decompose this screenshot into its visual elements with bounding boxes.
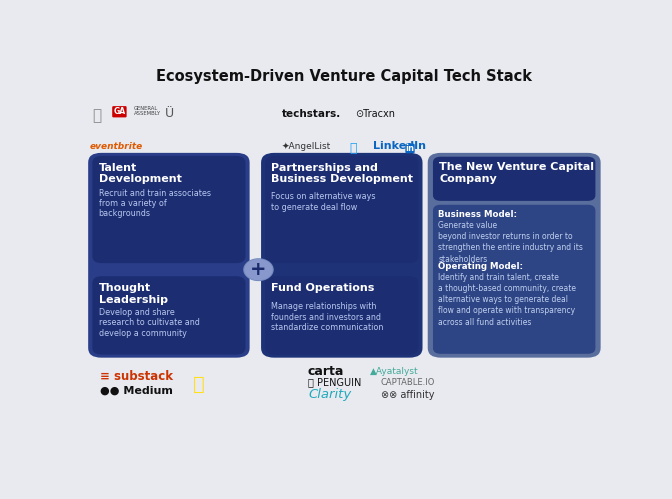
Text: Talent
Development: Talent Development <box>99 163 181 185</box>
Text: Operating Model:: Operating Model: <box>438 262 523 271</box>
Text: The New Venture Capital
Company: The New Venture Capital Company <box>439 163 594 184</box>
Text: ⬜: ⬜ <box>93 108 101 123</box>
Text: 𝒻 PENGUIN: 𝒻 PENGUIN <box>308 378 362 388</box>
Text: carta: carta <box>308 365 344 378</box>
FancyBboxPatch shape <box>92 276 245 355</box>
Text: ✦AngelList: ✦AngelList <box>282 142 331 151</box>
Text: LinkedIn: LinkedIn <box>373 141 426 151</box>
Text: Ü: Ü <box>165 107 175 120</box>
Text: Develop and share
research to cultivate and
develop a community: Develop and share research to cultivate … <box>99 308 200 337</box>
Circle shape <box>245 259 272 279</box>
Text: ▲Ayatalyst: ▲Ayatalyst <box>370 367 419 376</box>
FancyBboxPatch shape <box>428 153 601 358</box>
FancyBboxPatch shape <box>433 205 595 354</box>
Text: Recruit and train associates
from a variety of
backgrounds: Recruit and train associates from a vari… <box>99 189 210 219</box>
Text: Focus on alternative ways
to generate deal flow: Focus on alternative ways to generate de… <box>271 193 376 212</box>
Text: ●● Medium: ●● Medium <box>99 385 173 395</box>
Text: eventbrite: eventbrite <box>89 142 143 151</box>
Text: 🐦: 🐦 <box>349 142 357 155</box>
Text: ⊗⊗ affinity: ⊗⊗ affinity <box>381 390 434 400</box>
Text: in: in <box>405 144 415 153</box>
Text: GENERAL
ASSEMBLY: GENERAL ASSEMBLY <box>134 106 161 116</box>
Text: Business Model:: Business Model: <box>438 211 517 220</box>
Text: CAPTABLE.IO: CAPTABLE.IO <box>381 378 435 387</box>
Text: Generate value
beyond investor returns in order to
strengthen the entire industr: Generate value beyond investor returns i… <box>438 221 583 263</box>
Text: Manage relationships with
founders and investors and
standardize communication: Manage relationships with founders and i… <box>271 302 384 332</box>
Text: Fund Operations: Fund Operations <box>271 283 375 293</box>
Text: Clarity: Clarity <box>308 388 351 401</box>
Text: Ecosystem-Driven Venture Capital Tech Stack: Ecosystem-Driven Venture Capital Tech St… <box>157 69 532 84</box>
FancyBboxPatch shape <box>405 144 415 153</box>
Text: Thought
Leadership: Thought Leadership <box>99 283 167 305</box>
Text: GA: GA <box>114 107 126 116</box>
FancyBboxPatch shape <box>265 276 419 355</box>
Text: ⊙Tracxn: ⊙Tracxn <box>355 109 395 119</box>
Text: 🐙: 🐙 <box>193 375 204 394</box>
Text: ≡ substack: ≡ substack <box>99 370 173 383</box>
FancyBboxPatch shape <box>261 153 423 358</box>
Text: techstars.: techstars. <box>282 109 341 119</box>
Circle shape <box>244 259 273 280</box>
Text: +: + <box>250 260 267 279</box>
Text: Identify and train talent, create
a thought-based community, create
alternative : Identify and train talent, create a thou… <box>438 273 576 326</box>
FancyBboxPatch shape <box>92 156 245 263</box>
Text: Partnerships and
Business Development: Partnerships and Business Development <box>271 163 413 185</box>
FancyBboxPatch shape <box>265 156 419 263</box>
FancyBboxPatch shape <box>88 153 249 358</box>
FancyBboxPatch shape <box>433 157 595 201</box>
